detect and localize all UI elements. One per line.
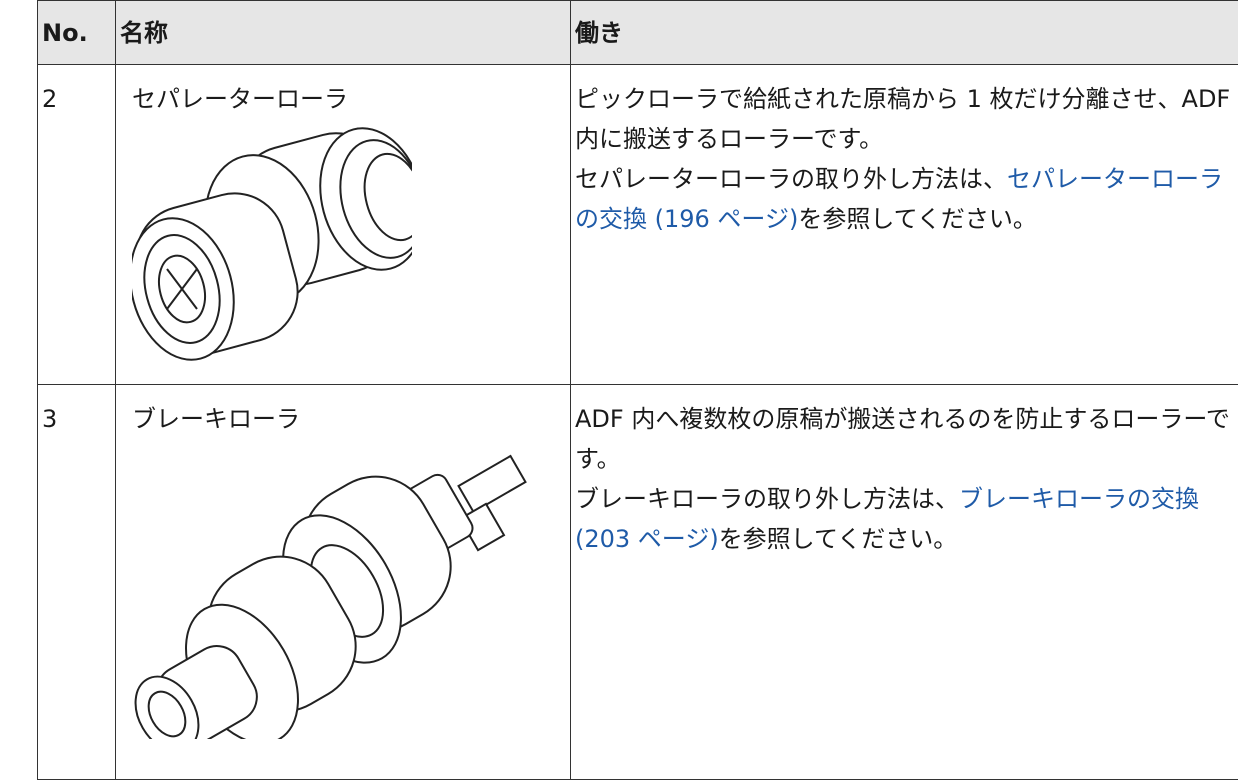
- description-cell: ピックローラで給紙された原稿から 1 枚だけ分離させ、ADF 内に搬送するローラ…: [571, 65, 1238, 385]
- paragraph: セパレーターローラの取り外し方法は、セパレーターローラの交換 (196 ページ)…: [575, 159, 1238, 239]
- brake-roller-illustration: [132, 439, 552, 739]
- text: ADF 内へ複数枚の原稿が搬送されるのを防止するローラーです。: [575, 405, 1230, 473]
- paragraph: ブレーキローラの取り外し方法は、ブレーキローラの交換 (203 ページ)を参照し…: [575, 479, 1238, 559]
- paragraph: ADF 内へ複数枚の原稿が搬送されるのを防止するローラーです。: [575, 399, 1238, 479]
- text: を参照してください。: [719, 525, 958, 553]
- header-cell: No.: [38, 1, 116, 65]
- name-cell: ブレーキローラ: [116, 385, 571, 780]
- name-cell: セパレーターローラ: [116, 65, 571, 385]
- text: ピックローラで給紙された原稿から 1 枚だけ分離させ、ADF 内に搬送するローラ…: [575, 85, 1230, 153]
- header-cell: 働き: [571, 1, 1238, 65]
- part-name: セパレーターローラ: [132, 79, 566, 119]
- header-cell: 名称: [116, 1, 571, 65]
- no-cell: 2: [38, 65, 116, 385]
- description-cell: ADF 内へ複数枚の原稿が搬送されるのを防止するローラーです。 ブレーキローラの…: [571, 385, 1238, 780]
- text: セパレーターローラの取り外し方法は、: [575, 165, 1007, 193]
- table-row: 2 セパレーターローラ: [38, 65, 1238, 385]
- header-row: No. 名称 働き: [38, 1, 1238, 65]
- text: ブレーキローラの取り外し方法は、: [575, 485, 959, 513]
- separator-roller-illustration: [132, 119, 412, 369]
- table-row: 3 ブレーキローラ ADF 内へ複数枚の原稿が搬: [38, 385, 1238, 780]
- text: を参照してください。: [798, 205, 1037, 233]
- parts-table: No. 名称 働き 2 セパレーターローラ: [37, 0, 1238, 780]
- paragraph: ピックローラで給紙された原稿から 1 枚だけ分離させ、ADF 内に搬送するローラ…: [575, 79, 1238, 159]
- no-cell: 3: [38, 385, 116, 780]
- part-name: ブレーキローラ: [132, 399, 566, 439]
